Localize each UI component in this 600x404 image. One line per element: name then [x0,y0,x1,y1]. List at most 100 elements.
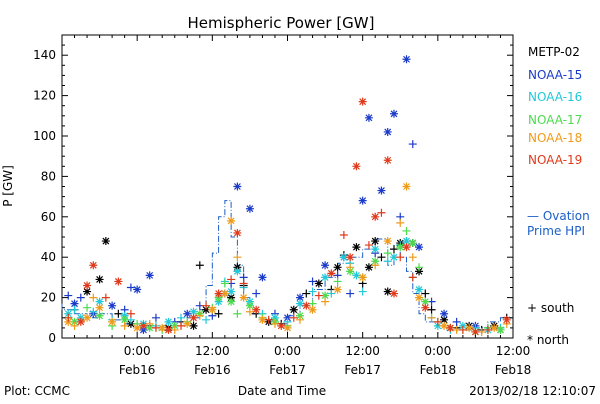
chart-title: Hemispheric Power [GW] [188,14,375,32]
point-noaa-19-plus [227,275,236,284]
point-noaa-18-plus [120,321,129,330]
y-tick-label: 100 [33,129,56,143]
point-noaa-16-plus [202,315,211,324]
legend-marker-north: * north [527,333,569,347]
point-noaa-19-star [352,162,361,171]
point-noaa-18-star [308,305,317,314]
point-metp-02-star [101,237,110,246]
point-noaa-18-star [283,323,292,332]
point-noaa-16-star [64,309,73,318]
point-noaa-19-star [446,323,455,332]
point-noaa-16-star [164,317,173,326]
point-noaa-16-plus [327,289,336,298]
y-tick-label: 80 [41,169,56,183]
x-tick-label-time: 0:00 [424,344,451,358]
point-noaa-19-star [139,321,148,330]
legend-entry-noaa-17: NOAA-17 [528,113,582,127]
point-noaa-19-star [371,212,380,221]
legend-entry-noaa-19: NOAA-19 [528,153,582,167]
point-noaa-18-star [465,323,474,332]
point-noaa-18-star [83,313,92,322]
point-noaa-18-plus [408,253,417,262]
point-metp-02-plus [427,305,436,314]
point-noaa-19-plus [264,315,273,324]
point-metp-02-plus [214,309,223,318]
point-noaa-17-plus [333,277,342,286]
point-noaa-15-star [364,113,373,122]
point-noaa-19-star [389,289,398,298]
point-noaa-19-plus [289,313,298,322]
x-tick-label-time: 0:00 [124,344,151,358]
point-noaa-15-star [145,271,154,280]
point-noaa-17-plus [402,226,411,235]
point-metp-02-star [440,315,449,324]
x-tick-label-date: Feb17 [344,363,381,377]
y-tick-label: 40 [41,250,56,264]
point-noaa-15-plus [64,291,73,300]
point-noaa-16-star [214,297,223,306]
point-metp-02-star [352,243,361,252]
point-noaa-15-plus [151,313,160,322]
point-noaa-19-star [383,156,392,165]
point-noaa-16-star [415,285,424,294]
point-noaa-18-plus [270,319,279,328]
point-noaa-19-plus [339,230,348,239]
y-tick-label: 120 [33,89,56,103]
point-noaa-19-star [83,281,92,290]
point-noaa-16-star [270,313,279,322]
legend-entry-noaa-15: NOAA-15 [528,68,582,82]
point-noaa-15-star [296,293,305,302]
point-noaa-15-star [402,55,411,64]
point-noaa-18-star [402,182,411,191]
point-noaa-19-plus [64,313,73,322]
point-noaa-19-plus [239,279,248,288]
point-noaa-18-plus [245,307,254,316]
x-tick-label-time: 12:00 [345,344,380,358]
point-noaa-15-plus [76,293,85,302]
point-noaa-17-star [170,321,179,330]
point-noaa-17-star [396,243,405,252]
point-noaa-15-star [108,301,117,310]
point-noaa-15-star [133,285,142,294]
point-noaa-15-star [358,196,367,205]
x-axis: 0:00 Feb16 12:00 Feb16 0:00 Feb17 12:00 Feb17 0:… [61,35,532,377]
point-noaa-16-star [189,307,198,316]
x-tick-label-date: Feb18 [495,363,532,377]
plot-frame [61,34,514,339]
point-noaa-17-star [95,311,104,320]
point-noaa-18-star [183,319,192,328]
point-noaa-18-plus [233,253,242,262]
point-noaa-17-plus [415,263,424,272]
point-noaa-18-star [208,305,217,314]
x-tick-label-date: Feb18 [420,363,457,377]
point-noaa-18-star [133,323,142,332]
point-metp-02-star [202,305,211,314]
point-noaa-19-star [164,325,173,334]
point-noaa-16-star [76,313,85,322]
point-noaa-16-star [321,273,330,282]
point-noaa-18-star [490,323,499,332]
point-noaa-15-plus [408,140,417,149]
x-tick-label-date: Feb17 [269,363,306,377]
point-noaa-16-plus [358,287,367,296]
ovation-hpi-layer [61,200,513,331]
x-tick-label-time: 12:00 [195,344,230,358]
point-noaa-16-star [233,267,242,276]
point-noaa-18-plus [145,319,154,328]
point-noaa-19-star [502,315,511,324]
legend-entry-noaa-18: NOAA-18 [528,131,582,145]
point-noaa-16-star [371,245,380,254]
point-noaa-16-plus [308,287,317,296]
point-noaa-19-star [252,305,261,314]
x-tick-label-date: Feb16 [119,363,156,377]
point-noaa-15-plus [308,277,317,286]
point-metp-02-plus [302,289,311,298]
point-noaa-17-star [296,311,305,320]
point-metp-02-plus [377,253,386,262]
point-noaa-16-star [389,253,398,262]
point-noaa-15-star [383,127,392,136]
point-metp-02-star [126,319,135,328]
point-noaa-18-star [383,237,392,246]
point-noaa-19-star [277,321,286,330]
point-noaa-19-star [421,303,430,312]
